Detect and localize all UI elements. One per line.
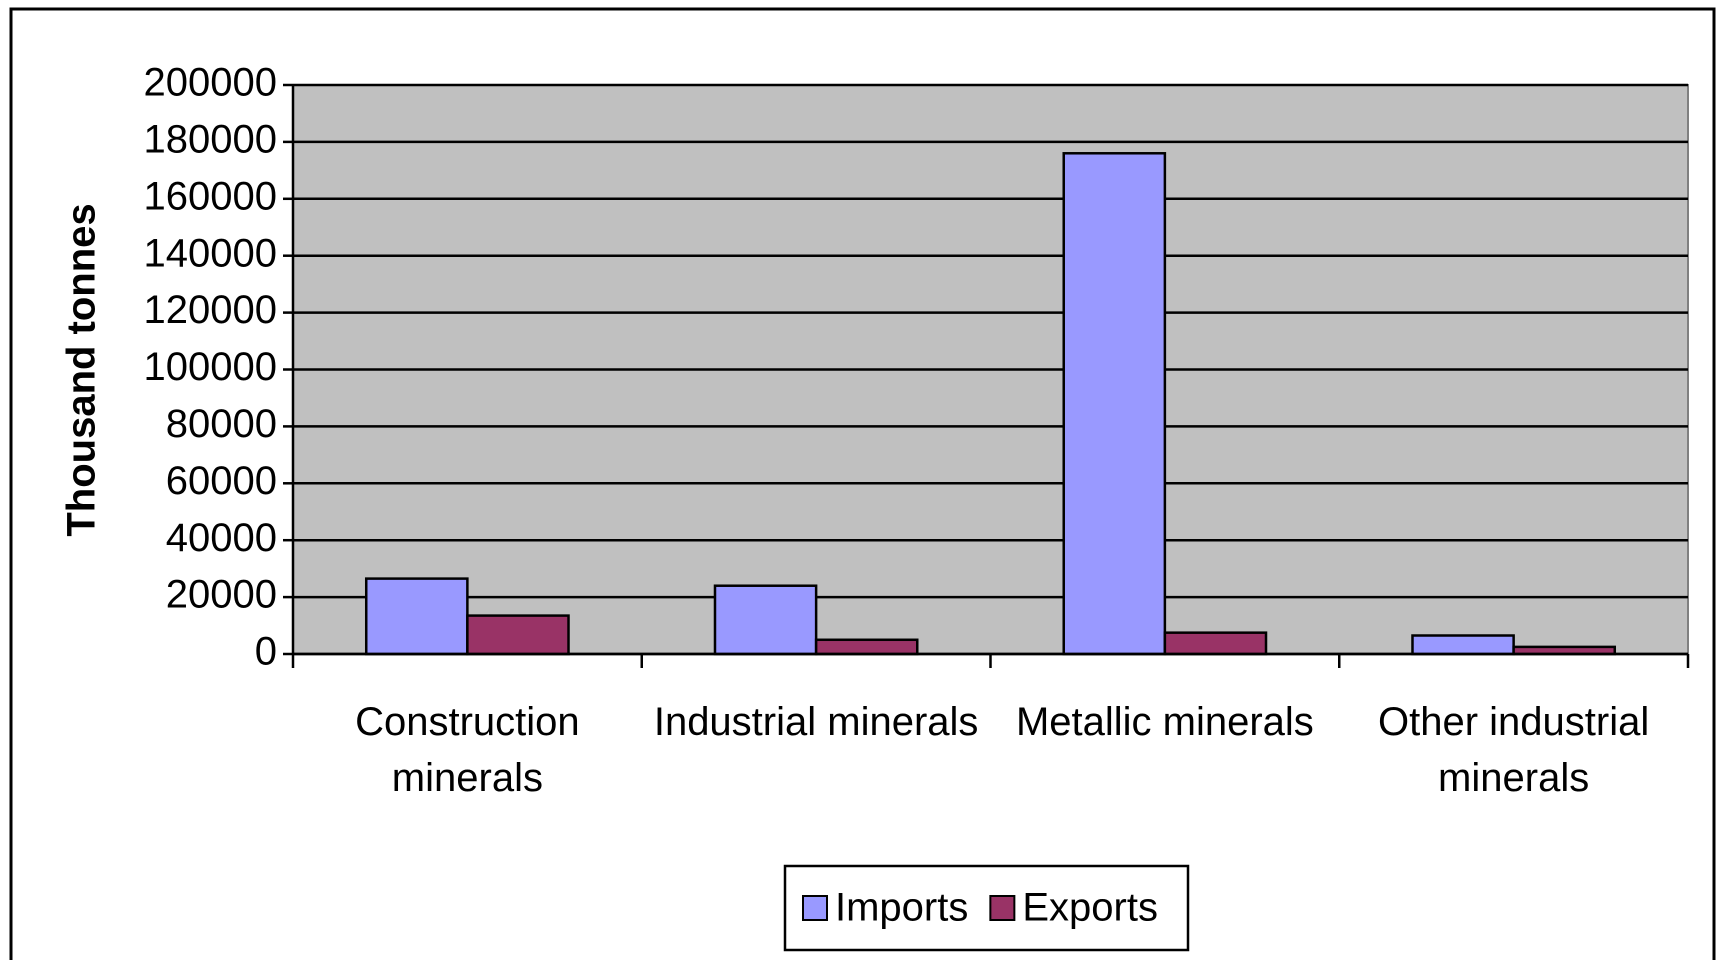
bar <box>713 584 818 656</box>
y-tick-label: 180000 <box>144 117 277 161</box>
y-axis-label: Thousand tonnes <box>60 203 104 536</box>
bar <box>814 638 919 656</box>
x-tick-label: Construction minerals <box>355 700 580 800</box>
legend-box <box>783 864 1190 952</box>
legend-swatch <box>989 895 1016 921</box>
y-tick-label: 160000 <box>144 174 277 218</box>
y-tick-label: 120000 <box>144 288 277 332</box>
y-tick-label: 0 <box>255 630 277 674</box>
legend-label: Exports <box>1022 886 1158 930</box>
bar <box>466 614 570 656</box>
legend-label: Imports <box>835 886 968 930</box>
bar <box>1163 631 1268 656</box>
y-tick-label: 20000 <box>166 573 277 617</box>
y-tick-label: 40000 <box>166 516 277 560</box>
y-tick-label: 60000 <box>166 459 277 503</box>
x-tick-label: Other industrial minerals <box>1378 700 1650 800</box>
x-tick-label: Industrial minerals <box>653 700 979 744</box>
legend-swatch <box>802 895 828 921</box>
y-tick-label: 100000 <box>144 345 277 389</box>
y-tick-label: 80000 <box>166 402 277 446</box>
bar <box>1411 634 1515 656</box>
y-tick-label: 140000 <box>144 231 277 275</box>
bar <box>364 577 469 656</box>
bar <box>1062 152 1167 656</box>
y-tick-label: 200000 <box>144 61 277 105</box>
x-tick-label: Metallic minerals <box>1015 700 1314 744</box>
